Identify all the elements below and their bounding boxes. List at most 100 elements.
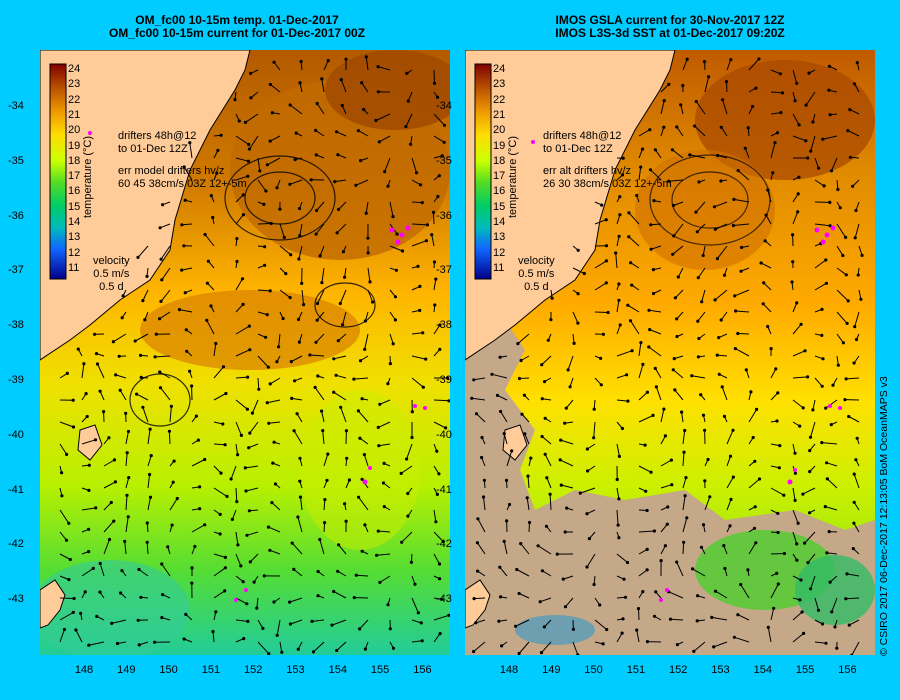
velocity-arrow-head [717, 336, 721, 340]
velocity-arrow-head [158, 317, 162, 321]
velocity-arrow-head [806, 156, 810, 160]
velocity-arrow [792, 376, 808, 379]
colorbar-tick: 16 [68, 185, 81, 198]
velocity-arrow [290, 619, 303, 625]
velocity-arrow-head [435, 95, 440, 99]
velocity-arrow [291, 397, 303, 401]
velocity-arrow-head [139, 353, 143, 357]
velocity-arrow [672, 149, 684, 159]
velocity-arrow-head [126, 515, 130, 519]
velocity-arrow-head [360, 81, 364, 85]
velocity-arrow [503, 433, 508, 445]
velocity-arrow-head [309, 178, 313, 182]
velocity-arrow-head [822, 184, 826, 188]
velocity-arrow [682, 517, 688, 533]
lat-tick: -35 [436, 154, 452, 167]
velocity-arrow-head [339, 78, 343, 82]
australia-coast [40, 50, 251, 361]
velocity-arrow [616, 509, 619, 526]
velocity-arrow-head [141, 299, 145, 303]
velocity-arrow [615, 252, 618, 269]
velocity-arrow [846, 573, 860, 577]
velocity-arrow-head [245, 602, 249, 606]
velocity-arrow-head [795, 81, 799, 85]
velocity-arrow [298, 245, 303, 260]
velocity-arrow-head [107, 436, 111, 440]
lon-tick: 149 [117, 664, 136, 676]
velocity-arrow-head [314, 232, 318, 236]
velocity-arrow-head [67, 521, 71, 525]
velocity-arrow [367, 267, 371, 282]
velocity-arrow-head [800, 610, 804, 614]
velocity-arrow-head [744, 368, 748, 372]
velocity-arrow-head [743, 146, 747, 150]
velocity-arrow-head [272, 600, 276, 604]
velocity-arrow-head [651, 268, 655, 272]
velocity-arrow [541, 355, 552, 366]
velocity-arrow-head [352, 596, 356, 600]
velocity-arrow-head [729, 497, 733, 501]
velocity-arrow [762, 303, 772, 313]
velocity-arrow [279, 223, 285, 238]
velocity-arrow-head [203, 232, 207, 237]
velocity-arrow-head [235, 500, 239, 504]
velocity-arrow-head [779, 111, 783, 115]
velocity-arrow-head [358, 436, 362, 440]
velocity-arrow-head [268, 548, 272, 552]
velocity-arrow [103, 520, 115, 533]
velocity-arrow-head [696, 594, 700, 598]
velocity-arrow [735, 310, 750, 313]
velocity-arrow [251, 399, 259, 414]
velocity-arrow [334, 179, 347, 183]
velocity-arrow-head [298, 206, 302, 211]
velocity-arrow [846, 377, 860, 380]
velocity-arrow-head [344, 519, 348, 523]
velocity-arrow-head [158, 370, 162, 374]
velocity-arrow [256, 597, 259, 609]
velocity-arrow [497, 394, 508, 401]
velocity-arrow-head [237, 119, 241, 123]
velocity-arrow-head [223, 589, 227, 593]
velocity-arrow-head [856, 273, 860, 277]
lat-tick: -37 [436, 264, 452, 277]
velocity-arrow [670, 618, 684, 621]
velocity-arrow [321, 78, 325, 93]
velocity-arrow-head [145, 521, 149, 525]
velocity-arrow-head [526, 474, 530, 478]
velocity-arrow-head [808, 435, 813, 439]
velocity-arrow [726, 430, 734, 445]
velocity-arrow-head [848, 108, 852, 112]
velocity-arrow-head [733, 347, 737, 351]
velocity-arrow-head [194, 414, 198, 418]
velocity-arrow [740, 584, 750, 599]
velocity-arrow [807, 553, 816, 563]
velocity-arrow-head [316, 569, 320, 574]
velocity-arrow-head [339, 405, 343, 409]
velocity-arrow [59, 443, 68, 455]
velocity-arrow-head [300, 281, 304, 285]
velocity-arrow [389, 245, 403, 252]
velocity-arrow [146, 542, 149, 555]
velocity-arrow-head [576, 292, 580, 296]
velocity-arrow [812, 399, 816, 411]
velocity-arrow-head [219, 133, 223, 137]
eddy-ring [314, 282, 376, 328]
velocity-arrow-head [255, 606, 259, 610]
velocity-arrow-head [391, 646, 396, 650]
velocity-arrow-head [438, 577, 442, 581]
velocity-arrow-head [592, 407, 596, 411]
velocity-arrow-head [297, 340, 301, 344]
left-title-line2: OM_fc00 10-15m current for 01-Dec-2017 0… [108, 26, 366, 40]
velocity-arrow-head [272, 60, 276, 64]
lat-tick: -43 [436, 593, 452, 606]
velocity-arrow [322, 430, 325, 445]
velocity-arrow [722, 99, 728, 115]
velocity-arrow-head [649, 247, 653, 251]
velocity-arrow-head [76, 347, 80, 351]
velocity-arrow-head [673, 388, 677, 392]
colorbar [474, 63, 492, 280]
velocity-arrow-head [776, 582, 780, 586]
velocity-arrow [75, 629, 83, 643]
velocity-arrow-head [836, 187, 840, 192]
velocity-arrow [319, 245, 325, 257]
